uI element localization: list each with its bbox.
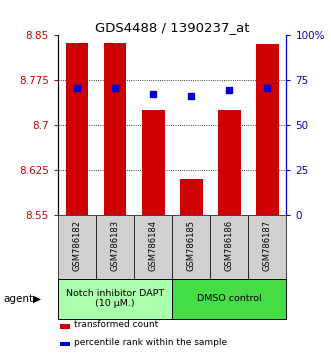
Text: GSM786186: GSM786186 <box>225 220 234 271</box>
Text: GSM786182: GSM786182 <box>72 220 81 271</box>
Bar <box>256 44 279 215</box>
Text: GSM786183: GSM786183 <box>111 220 119 271</box>
Bar <box>142 110 165 215</box>
Bar <box>172 279 286 319</box>
Text: Notch inhibitor DAPT
(10 μM.): Notch inhibitor DAPT (10 μM.) <box>66 289 164 308</box>
Bar <box>104 42 126 215</box>
Text: agent: agent <box>3 293 33 304</box>
Bar <box>210 215 248 279</box>
Bar <box>218 110 241 215</box>
Bar <box>58 279 172 319</box>
Bar <box>134 215 172 279</box>
Bar <box>66 42 88 215</box>
Text: DMSO control: DMSO control <box>197 294 261 303</box>
Bar <box>180 179 203 215</box>
Bar <box>58 215 96 279</box>
Bar <box>96 215 134 279</box>
Bar <box>248 215 286 279</box>
Text: ▶: ▶ <box>33 293 41 304</box>
Bar <box>60 342 71 346</box>
Text: GSM786185: GSM786185 <box>187 220 196 271</box>
Title: GDS4488 / 1390237_at: GDS4488 / 1390237_at <box>95 21 249 34</box>
Text: transformed count: transformed count <box>74 320 158 330</box>
Text: GSM786184: GSM786184 <box>149 220 158 271</box>
Text: percentile rank within the sample: percentile rank within the sample <box>74 338 227 347</box>
Text: GSM786187: GSM786187 <box>263 220 272 271</box>
Bar <box>60 324 71 329</box>
Bar <box>172 215 210 279</box>
